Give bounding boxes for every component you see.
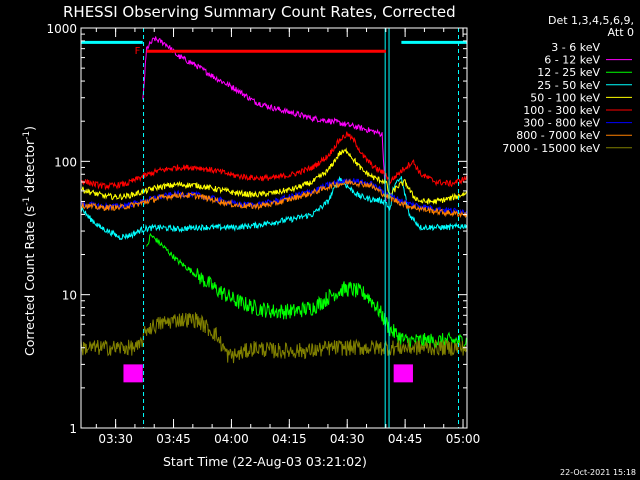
x-tick-label: 03:45 — [156, 432, 191, 446]
series-5 — [80, 131, 468, 191]
series-7 — [80, 178, 468, 219]
generation-timestamp: 22-Oct-2021 15:18 — [560, 468, 636, 477]
legend-label-8: 7000 - 15000 keV — [502, 142, 600, 155]
y-axis-label-part1: Corrected Count Rate (s — [22, 206, 37, 356]
series-1 — [142, 36, 387, 202]
attenuator-mark-1 — [393, 364, 413, 383]
series-2 — [146, 232, 468, 350]
x-axis: 03:30 03:45 04:00 04:15 04:30 04:45 05:00 — [95, 28, 481, 446]
y-axis-label-part2: detector — [22, 139, 37, 197]
legend-label-5: 100 - 300 keV — [523, 104, 600, 117]
y-tick-label: 10 — [62, 289, 77, 303]
legend-label-6: 300 - 800 keV — [523, 117, 600, 130]
flare-flag-label: F — [135, 46, 141, 57]
y-axis: 1 10 100 1000 — [46, 22, 467, 436]
x-axis-label: Start Time (22-Aug-03 03:21:02) — [163, 454, 367, 469]
legend-label-2: 12 - 25 keV — [537, 66, 600, 79]
series-layer — [80, 36, 468, 364]
legend-label-1: 6 - 12 keV — [544, 54, 600, 67]
series-line-8 — [80, 312, 468, 364]
attenuator-mark-0 — [123, 364, 143, 383]
x-tick-label: 05:00 — [446, 432, 481, 446]
series-line-7 — [80, 178, 468, 219]
series-0 — [80, 64, 468, 221]
legend-header-detectors: Det 1,3,4,5,6,9, — [548, 14, 634, 27]
series-4 — [80, 147, 468, 205]
legend-label-4: 50 - 100 keV — [530, 91, 600, 104]
plot-frame — [80, 27, 468, 429]
x-tick-label: 03:30 — [98, 432, 133, 446]
series-line-0 — [80, 64, 468, 221]
y-tick-label: 1 — [69, 422, 77, 436]
x-tick-label: 04:45 — [388, 432, 423, 446]
series-line-5 — [80, 131, 468, 191]
overlay-layer: F — [81, 28, 467, 428]
legend-label-3: 25 - 50 keV — [537, 79, 600, 92]
x-tick-label: 04:00 — [214, 432, 249, 446]
legend-label-0: 3 - 6 keV — [551, 41, 600, 54]
series-line-2 — [146, 232, 468, 350]
y-axis-label-sup2: -1 — [22, 131, 32, 140]
series-8 — [80, 312, 468, 364]
legend-header-attenuator: Att 0 — [608, 26, 634, 39]
x-tick-label: 04:30 — [330, 432, 365, 446]
plot-area: F — [80, 27, 468, 429]
series-line-1 — [142, 36, 387, 202]
y-axis-label: Corrected Count Rate (s-1 detector-1) — [22, 126, 37, 356]
y-axis-label-part3: ) — [22, 126, 37, 131]
chart-title: RHESSI Observing Summary Count Rates, Co… — [63, 3, 456, 21]
y-tick-label: 1000 — [46, 22, 77, 36]
y-tick-label: 100 — [54, 155, 77, 169]
series-line-4 — [80, 147, 468, 205]
x-tick-label: 04:15 — [272, 432, 307, 446]
y-axis-label-sup1: -1 — [22, 197, 32, 206]
legend-label-7: 800 - 7000 keV — [516, 129, 600, 142]
